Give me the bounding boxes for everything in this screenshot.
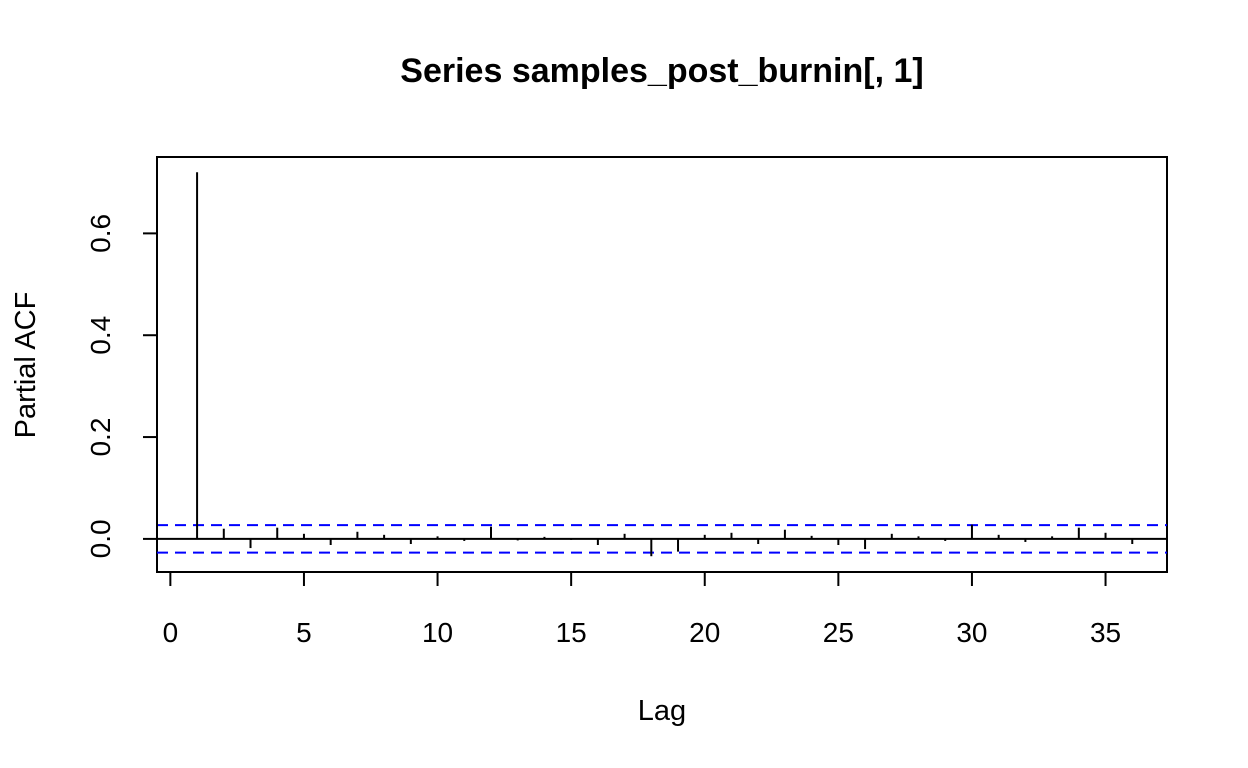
x-tick-label: 15	[556, 617, 587, 648]
x-axis: 0 5 10 15 20 25 30 35	[163, 571, 1121, 648]
chart-title: Series samples_post_burnin[, 1]	[400, 52, 923, 90]
y-tick-label: 0.2	[85, 418, 116, 457]
y-tick-label: 0.6	[85, 214, 116, 253]
x-tick-label: 20	[689, 617, 720, 648]
y-axis-label: Partial ACF	[10, 292, 42, 439]
plot-area	[157, 172, 1167, 557]
plot-frame	[156, 156, 1168, 573]
x-tick-label: 25	[823, 617, 854, 648]
x-tick-label: 35	[1090, 617, 1121, 648]
x-tick-label: 30	[956, 617, 987, 648]
y-tick-label: 0.0	[85, 519, 116, 558]
y-axis: 0.0 0.2 0.4 0.6	[85, 214, 158, 558]
y-tick-label: 0.4	[85, 316, 116, 355]
x-axis-label: Lag	[638, 695, 686, 727]
x-tick-label: 0	[163, 617, 179, 648]
x-tick-label: 5	[296, 617, 312, 648]
x-tick-label: 10	[422, 617, 453, 648]
